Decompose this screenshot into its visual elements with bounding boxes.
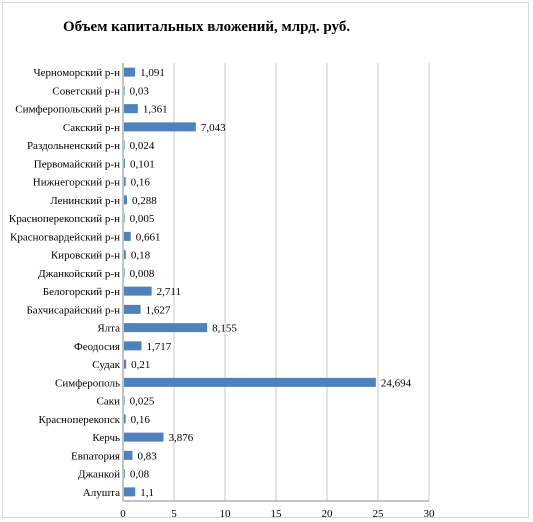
bar — [124, 450, 133, 460]
category-label: Белогорский р-н — [43, 286, 120, 298]
value-label: 1,1 — [140, 487, 154, 499]
bar — [124, 140, 125, 150]
value-labels: 1,091 0,03 1,361 7,043 0,024 0,101 0,16 0,288 0,… — [130, 67, 412, 499]
chart-title: Объем капитальных вложений, млрд. руб. — [63, 19, 350, 35]
category-label: Джанкой — [78, 469, 120, 481]
bar — [124, 304, 141, 314]
category-label: Джанкойский р-н — [38, 268, 120, 280]
x-tick-label: 20 — [322, 508, 334, 519]
bar — [124, 359, 127, 369]
category-label: Симферополь — [55, 377, 120, 389]
x-tick-label: 15 — [271, 508, 283, 519]
category-label: Ленинский р-н — [50, 195, 120, 207]
category-label: Феодосия — [74, 341, 120, 353]
value-label: 1,091 — [140, 67, 165, 79]
category-label: Красноперекопский р-н — [9, 213, 120, 225]
value-label: 7,043 — [201, 122, 226, 134]
value-label: 0,025 — [130, 396, 155, 408]
category-labels: Черноморский р-н Советский р-н Симферополь… — [9, 67, 121, 499]
category-label: Судак — [92, 359, 120, 371]
bar — [124, 213, 125, 223]
x-tick-label: 30 — [424, 508, 436, 519]
value-label: 0,661 — [136, 231, 161, 243]
value-label: 0,101 — [130, 158, 155, 170]
category-label: Черноморский р-н — [34, 67, 121, 79]
value-label: 3,876 — [169, 432, 194, 444]
bar — [124, 195, 127, 205]
value-label: 24,694 — [381, 377, 412, 389]
bar — [124, 377, 376, 387]
value-label: 0,08 — [130, 469, 150, 481]
grid-lines — [122, 63, 430, 502]
value-label: 0,03 — [130, 85, 150, 97]
category-label: Раздольненский р-н — [27, 140, 120, 152]
x-tick-label: 5 — [171, 508, 177, 519]
bar — [124, 158, 126, 168]
value-label: 2,711 — [157, 286, 181, 298]
value-label: 0,005 — [130, 213, 155, 225]
value-label: 0,21 — [131, 359, 150, 371]
value-label: 0,18 — [131, 250, 151, 262]
chart-frame: Объем капитальных вложений, млрд. руб. Ч… — [2, 2, 529, 519]
value-label: 1,361 — [143, 104, 168, 116]
bar — [124, 177, 126, 187]
category-label: Нижнегорский р-н — [33, 177, 120, 189]
category-label: Кировский р-н — [51, 250, 120, 262]
category-label: Симферопольский р-н — [15, 104, 120, 116]
x-tick-label: 0 — [120, 508, 126, 519]
bar — [124, 396, 125, 406]
category-label: Евпатория — [71, 450, 120, 462]
bar — [124, 341, 142, 351]
category-label: Ялта — [97, 323, 120, 335]
value-label: 1,627 — [146, 304, 171, 316]
value-label: 0,16 — [131, 177, 151, 189]
value-label: 0,288 — [132, 195, 157, 207]
category-label: Сакский р-н — [63, 122, 120, 134]
value-label: 0,83 — [137, 450, 157, 462]
x-tick-label: 25 — [373, 508, 385, 519]
bar — [124, 250, 126, 260]
bar-chart: Объем капитальных вложений, млрд. руб. Ч… — [9, 19, 435, 519]
category-label: Алушта — [83, 487, 120, 499]
x-tick-label: 10 — [220, 508, 232, 519]
category-label: Советский р-н — [52, 85, 120, 97]
bar — [124, 286, 152, 296]
bar — [124, 231, 131, 241]
x-axis-ticks: 0 5 10 15 20 25 30 — [120, 508, 435, 519]
category-label: Саки — [97, 396, 121, 408]
category-label: Керчь — [92, 432, 120, 444]
category-label: Первомайский р-н — [34, 158, 120, 170]
bar — [124, 268, 125, 278]
value-label: 0,024 — [130, 140, 155, 152]
bar — [124, 487, 136, 497]
bar — [124, 104, 138, 114]
category-label: Бахчисарайский р-н — [26, 304, 120, 316]
bar — [124, 432, 164, 442]
bar — [124, 67, 136, 77]
bar — [124, 85, 125, 95]
bar — [124, 469, 125, 479]
bars — [124, 67, 376, 497]
value-label: 0,16 — [131, 414, 151, 426]
bar — [124, 414, 126, 424]
value-label: 1,717 — [147, 341, 172, 353]
category-label: Красноперекопск — [38, 414, 120, 426]
bar — [124, 323, 208, 333]
bar — [124, 122, 196, 132]
value-label: 8,155 — [212, 323, 237, 335]
category-label: Красногвардейский р-н — [10, 231, 120, 243]
value-label: 0,008 — [130, 268, 155, 280]
